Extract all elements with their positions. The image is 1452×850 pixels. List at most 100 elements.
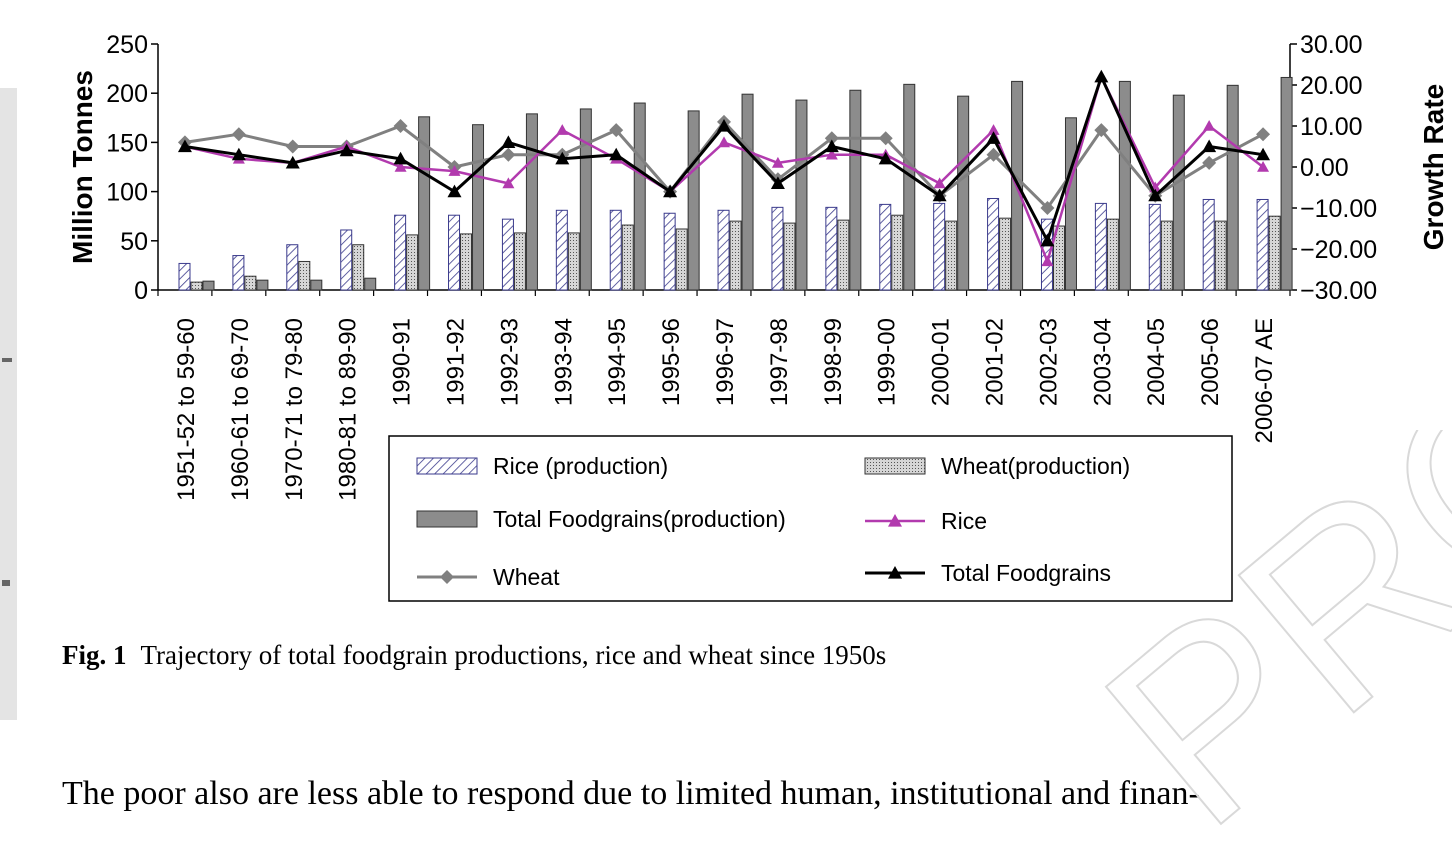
rice-growth-point bbox=[448, 165, 461, 176]
chart-lines bbox=[177, 69, 1271, 267]
body-paragraph: The poor also are less able to respond d… bbox=[62, 775, 1200, 812]
wheat-production-bar bbox=[406, 234, 419, 291]
total-foodgrains-production-bar bbox=[741, 93, 754, 291]
y2-tick-label: 30.00 bbox=[1300, 31, 1363, 59]
total-foodgrains-growth-point bbox=[1148, 188, 1163, 202]
wheat-production-bar bbox=[837, 219, 850, 291]
total-foodgrains-growth-point bbox=[501, 135, 516, 148]
total-foodgrains-growth-point bbox=[717, 119, 731, 132]
wheat-growth-point bbox=[1094, 123, 1109, 138]
total-foodgrains-growth-point bbox=[177, 139, 192, 153]
rice-production-bar bbox=[1202, 198, 1215, 291]
total-foodgrains-growth-point bbox=[986, 131, 1001, 144]
wheat-growth-point bbox=[609, 123, 624, 138]
y-tick-label: 150 bbox=[106, 129, 148, 157]
rice-production-bar bbox=[286, 244, 299, 291]
legend-marker bbox=[888, 514, 902, 527]
rice-production-bar bbox=[825, 206, 838, 291]
total-foodgrains-production-bar bbox=[472, 124, 485, 291]
total-foodgrains-growth-point bbox=[878, 151, 893, 165]
total-foodgrains-production-bar bbox=[1226, 84, 1239, 291]
margin-mark bbox=[2, 358, 12, 362]
rice-production-bar bbox=[448, 214, 461, 291]
legend-label: Rice (production) bbox=[493, 453, 668, 479]
total-foodgrains-growth-point bbox=[339, 143, 354, 157]
rice-production-bar bbox=[609, 209, 622, 291]
x-tick-label: 1996-97 bbox=[712, 318, 739, 406]
x-tick-label: 1992-93 bbox=[496, 318, 523, 406]
total-foodgrains-growth-point bbox=[555, 151, 570, 165]
wheat-production-bar bbox=[945, 220, 958, 291]
rice-production-bar bbox=[1040, 218, 1053, 291]
y2-tick-label: 10.00 bbox=[1300, 113, 1363, 141]
wheat-production-bar bbox=[1106, 218, 1119, 291]
y-tick-label: 0 bbox=[134, 277, 148, 305]
x-tick-label: 1998-99 bbox=[820, 318, 847, 406]
wheat-production-bar bbox=[567, 232, 580, 291]
wheat-growth-point bbox=[393, 119, 408, 133]
total-foodgrains-growth-point bbox=[1040, 233, 1055, 247]
rice-growth-point bbox=[987, 124, 1000, 135]
legend-swatch bbox=[416, 457, 478, 475]
x-tick-label: 1995-96 bbox=[658, 318, 685, 406]
wheat-growth-point bbox=[824, 131, 839, 146]
total-foodgrains-growth-point bbox=[447, 184, 462, 198]
rice-production-bar bbox=[771, 206, 784, 291]
chart-legend: Rice (production) Wheat(production) Total … bbox=[388, 435, 1233, 602]
y-tick-label: 50 bbox=[120, 228, 148, 256]
legend-label: Wheat bbox=[493, 564, 560, 590]
total-foodgrains-production-bar bbox=[418, 116, 431, 291]
x-tick-label: 1991-92 bbox=[442, 318, 469, 406]
total-foodgrains-growth-point bbox=[1256, 147, 1271, 161]
x-tick-label: 2000-01 bbox=[928, 318, 955, 406]
x-tick-label: 2005-06 bbox=[1197, 318, 1224, 406]
x-tick-label: 1990-91 bbox=[389, 318, 416, 406]
y2-tick-label: 0.00 bbox=[1300, 154, 1349, 182]
rice-growth-point bbox=[825, 148, 838, 160]
figure-caption: Fig. 1 Trajectory of total foodgrain prod… bbox=[62, 640, 886, 671]
x-tick-label: 1999-00 bbox=[874, 318, 901, 406]
rice-growth-point bbox=[1041, 255, 1054, 267]
total-foodgrains-production-bar bbox=[849, 89, 862, 291]
wheat-production-bar bbox=[1268, 215, 1281, 291]
x-tick-label: 1997-98 bbox=[766, 318, 793, 406]
total-foodgrains-growth-point bbox=[824, 139, 839, 153]
total-foodgrains-production-bar bbox=[202, 280, 215, 291]
rice-growth-point bbox=[933, 177, 946, 189]
wheat-production-bar bbox=[352, 244, 365, 291]
x-tick-label: 1993-94 bbox=[550, 318, 577, 406]
rice-production-bar bbox=[879, 203, 892, 291]
wheat-production-bar bbox=[298, 260, 311, 291]
x-tick-label: 2001-02 bbox=[982, 318, 1009, 406]
figure-caption-text: Trajectory of total foodgrain production… bbox=[140, 640, 887, 670]
margin-mark bbox=[2, 580, 10, 586]
x-tick-label: 1960-61 to 69-70 bbox=[227, 318, 254, 501]
y2-tick-label: −20.00 bbox=[1300, 236, 1377, 264]
total-foodgrains-production-bar bbox=[795, 99, 808, 291]
x-tick-label: 1994-95 bbox=[604, 318, 631, 406]
wheat-growth-point bbox=[1256, 127, 1271, 142]
wheat-production-bar bbox=[513, 232, 526, 291]
rice-production-bar bbox=[340, 229, 353, 291]
rice-production-bar bbox=[663, 212, 676, 291]
total-foodgrains-growth-point bbox=[1094, 69, 1109, 83]
total-foodgrains-production-bar bbox=[579, 108, 592, 291]
x-tick-label: 2004-05 bbox=[1143, 318, 1170, 406]
rice-production-bar bbox=[232, 255, 245, 291]
legend-label: Wheat(production) bbox=[941, 453, 1130, 479]
wheat-growth-point bbox=[1040, 201, 1055, 215]
total-foodgrains-growth-point bbox=[663, 184, 678, 198]
y-tick-label: 100 bbox=[106, 179, 148, 207]
rice-production-bar bbox=[1148, 203, 1161, 291]
wheat-production-bar bbox=[1214, 220, 1227, 291]
rice-growth-point bbox=[394, 161, 407, 172]
total-foodgrains-growth-point bbox=[770, 176, 785, 189]
wheat-production-bar bbox=[460, 233, 473, 291]
rice-production-bar bbox=[1256, 198, 1269, 291]
rice-growth-point bbox=[556, 124, 569, 135]
legend-label: Rice bbox=[941, 508, 987, 534]
rice-growth-point bbox=[502, 177, 515, 189]
rice-production-bar bbox=[717, 209, 730, 291]
total-foodgrains-production-bar bbox=[310, 279, 323, 291]
wheat-production-bar bbox=[621, 224, 634, 291]
